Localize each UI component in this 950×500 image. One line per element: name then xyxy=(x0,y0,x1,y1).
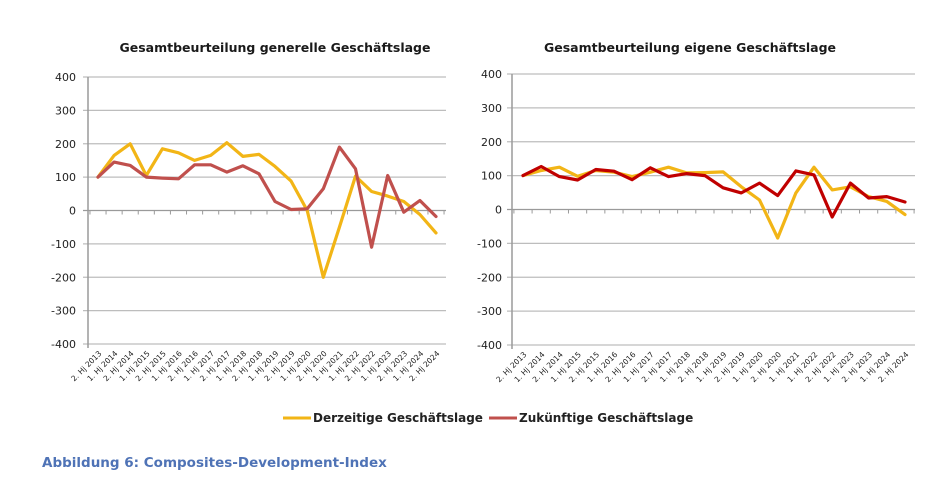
y-tick-label: 200 xyxy=(481,136,502,149)
y-tick-label: 400 xyxy=(481,68,502,81)
y-tick-label: -400 xyxy=(477,339,502,352)
figure-caption: Abbildung 6: Composites-Development-Inde… xyxy=(42,455,387,471)
y-tick-label: 400 xyxy=(55,71,76,84)
chart-title: Gesamtbeurteilung eigene Geschäftslage xyxy=(544,40,836,55)
series-line-zukuenftige xyxy=(521,164,907,219)
y-tick-label: -400 xyxy=(51,338,76,351)
series-line-zukuenftige xyxy=(96,145,438,249)
y-tick-label: -100 xyxy=(477,237,502,250)
y-tick-label: -200 xyxy=(477,271,502,284)
y-tick-label: -100 xyxy=(51,238,76,251)
y-tick-label: 0 xyxy=(69,205,76,218)
y-tick-label: -200 xyxy=(51,271,76,284)
y-tick-label: -300 xyxy=(477,305,502,318)
y-tick-label: -300 xyxy=(51,305,76,318)
chart-2: Gesamtbeurteilung eigene Geschäftslage 40… xyxy=(477,40,915,384)
y-tick-label: 200 xyxy=(55,138,76,151)
y-tick-label: 300 xyxy=(55,104,76,117)
legend-label: Zukünftige Geschäftslage xyxy=(519,411,693,425)
y-tick-label: 100 xyxy=(481,170,502,183)
chart-1: Gesamtbeurteilung generelle Geschäftslag… xyxy=(51,40,446,383)
y-tick-label: 100 xyxy=(55,171,76,184)
y-tick-label: 0 xyxy=(495,204,502,217)
y-tick-label: 300 xyxy=(481,102,502,115)
chart-title: Gesamtbeurteilung generelle Geschäftslag… xyxy=(120,40,431,55)
series-line-derzeitige xyxy=(96,141,438,279)
legend: Derzeitige Geschäftslage Zukünftige Gesch… xyxy=(283,411,693,425)
legend-label: Derzeitige Geschäftslage xyxy=(313,411,483,425)
